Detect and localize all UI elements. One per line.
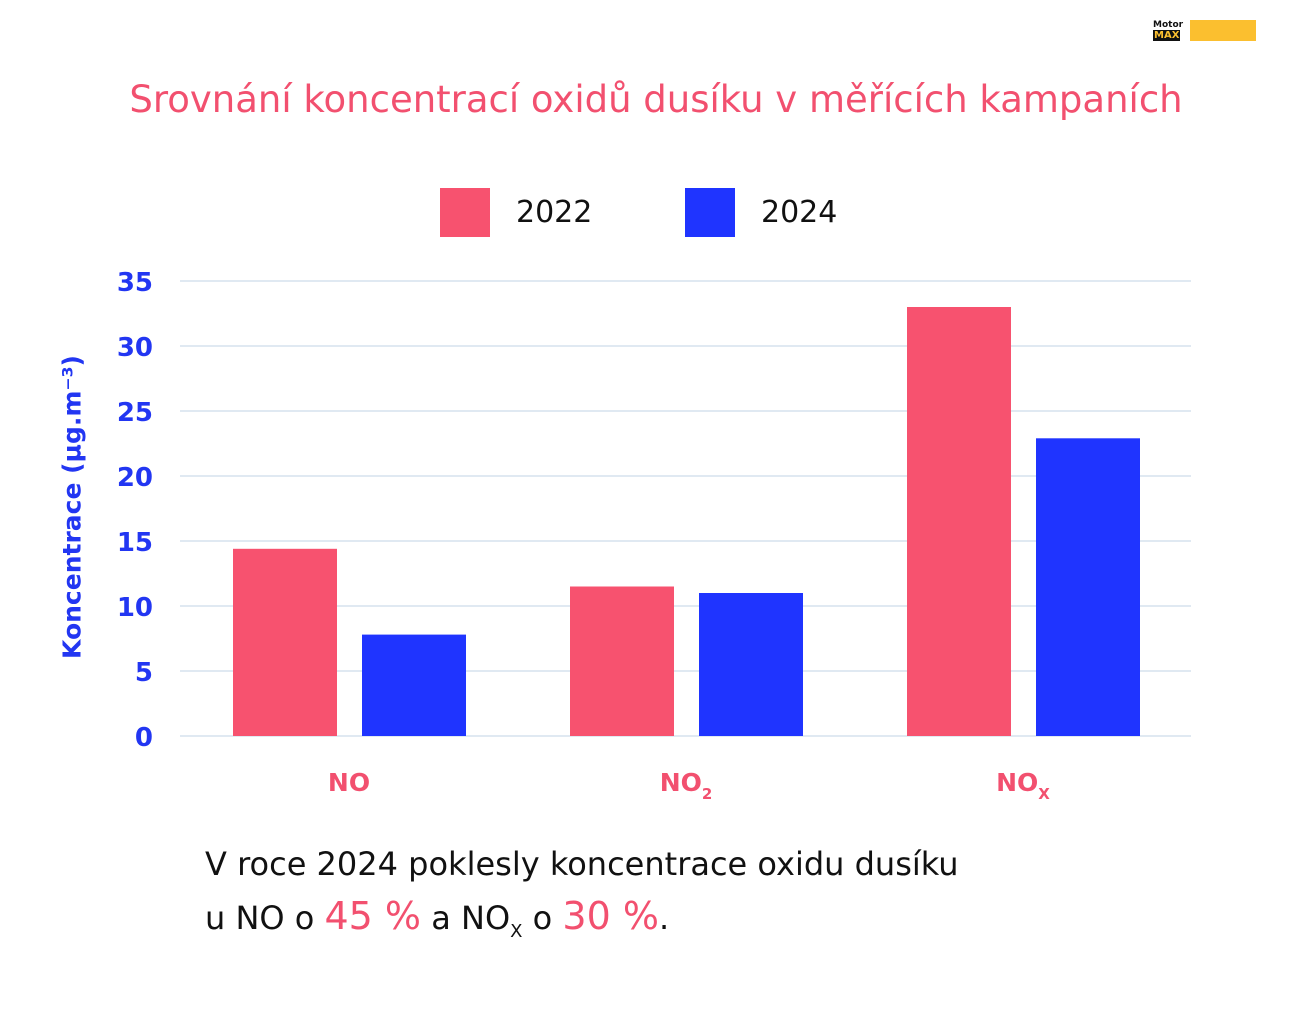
x-category-label-NOX: NOX <box>996 768 1050 803</box>
y-tick-label-20: 20 <box>117 463 153 493</box>
footnote-text-b: a NO <box>421 899 511 937</box>
footnote-text-c: o <box>522 899 563 937</box>
footnote-pct-no: 45 % <box>324 894 422 938</box>
legend-swatch-2024 <box>685 188 735 237</box>
y-tick-label-15: 15 <box>117 528 153 558</box>
brand-logo: Motor MAX <box>1152 20 1256 41</box>
y-tick-label-10: 10 <box>117 593 153 623</box>
legend-swatch-2022 <box>440 188 490 237</box>
y-tick-label-35: 35 <box>117 268 153 298</box>
logo-text-bottom: MAX <box>1153 30 1181 41</box>
x-category-label-NO: NO <box>328 768 370 797</box>
y-tick-label-5: 5 <box>135 658 153 688</box>
bar-2024-NO2 <box>699 593 803 736</box>
footnote-text-a: u NO o <box>205 899 325 937</box>
footnote: V roce 2024 poklesly koncentrace oxidu d… <box>205 838 959 958</box>
logo-text-top: Motor <box>1153 20 1184 30</box>
bar-2024-NOX <box>1036 438 1140 736</box>
bar-2024-NO <box>362 634 466 736</box>
logo-bar <box>1190 20 1256 41</box>
y-tick-label-0: 0 <box>135 723 153 753</box>
y-tick-label-30: 30 <box>117 333 153 363</box>
chart-title: Srovnání koncentrací oxidů dusíku v měří… <box>129 78 1183 121</box>
bar-2022-NO2 <box>570 586 674 736</box>
footnote-subscript-x: X <box>510 921 523 942</box>
legend-item-2022: 2022 <box>440 188 592 237</box>
footnote-line-2: u NO o 45 % a NOX o 30 %. <box>205 890 959 958</box>
bar-2022-NOX <box>907 307 1011 736</box>
footnote-pct-nox: 30 % <box>562 894 659 938</box>
bar-2022-NO <box>233 548 337 736</box>
footnote-line-1: V roce 2024 poklesly koncentrace oxidu d… <box>205 845 959 883</box>
legend-label-2022: 2022 <box>516 195 593 230</box>
footnote-text-d: . <box>658 899 670 937</box>
legend-item-2024: 2024 <box>685 188 837 237</box>
x-category-label-NO2: NO2 <box>660 768 713 803</box>
logo-mark: Motor MAX <box>1152 20 1190 41</box>
legend-label-2024: 2024 <box>761 195 838 230</box>
y-tick-label-25: 25 <box>117 398 153 428</box>
